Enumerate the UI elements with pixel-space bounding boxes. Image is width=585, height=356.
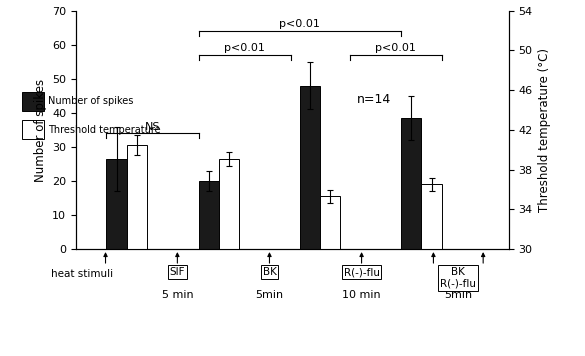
Bar <box>320 197 340 249</box>
Text: SIF: SIF <box>170 267 185 277</box>
Text: p<0.01: p<0.01 <box>280 20 321 30</box>
Text: Threshold temperature: Threshold temperature <box>48 125 160 135</box>
Text: BK
R(-)-flu: BK R(-)-flu <box>441 267 476 289</box>
Text: p<0.01: p<0.01 <box>375 43 416 53</box>
Bar <box>219 159 239 249</box>
Bar <box>198 181 219 249</box>
Bar <box>421 184 442 249</box>
Text: n=14: n=14 <box>357 93 391 106</box>
Y-axis label: Threshold temperature (°C): Threshold temperature (°C) <box>538 48 552 212</box>
Bar <box>401 118 421 249</box>
Text: p<0.01: p<0.01 <box>224 43 265 53</box>
Bar <box>127 145 147 249</box>
Bar <box>106 159 127 249</box>
Text: BK: BK <box>263 267 276 277</box>
Text: 5min: 5min <box>256 290 284 300</box>
Text: 5min: 5min <box>444 290 472 300</box>
Text: 10 min: 10 min <box>342 290 381 300</box>
FancyBboxPatch shape <box>22 92 44 111</box>
Text: heat stimuli: heat stimuli <box>51 269 113 279</box>
Text: 5 min: 5 min <box>161 290 193 300</box>
Text: Number of spikes: Number of spikes <box>48 96 133 106</box>
FancyBboxPatch shape <box>22 120 44 140</box>
Text: R(-)-flu: R(-)-flu <box>343 267 380 277</box>
Bar <box>300 86 320 249</box>
Y-axis label: Number of spikes: Number of spikes <box>34 78 47 182</box>
Text: NS: NS <box>144 122 160 132</box>
